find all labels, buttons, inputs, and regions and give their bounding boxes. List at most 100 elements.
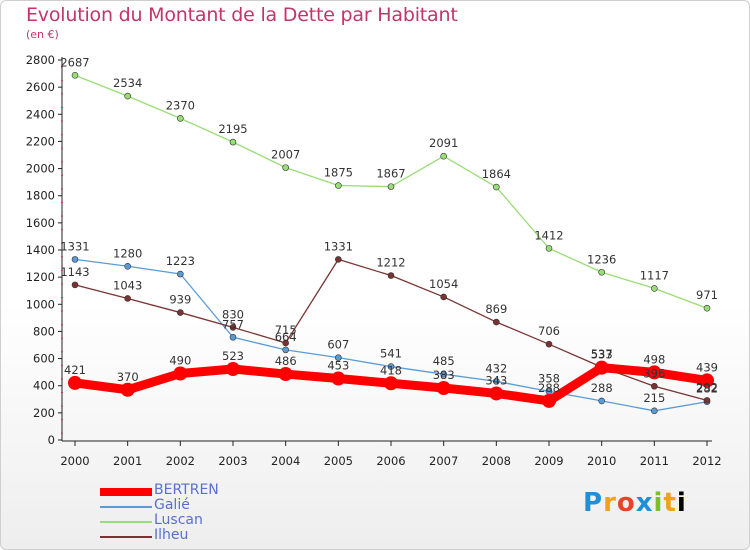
legend-label: Luscan	[154, 512, 203, 528]
y-tick-label: 1400	[26, 243, 55, 257]
data-point-luscan	[282, 164, 289, 171]
y-tick-label: 2000	[26, 162, 55, 176]
data-label-ilheu: 1043	[113, 278, 142, 292]
data-label-ilheu: 292	[696, 380, 718, 394]
x-tick-label: 2002	[166, 454, 195, 468]
data-point-luscan	[598, 268, 605, 276]
data-point-bertren	[489, 386, 504, 401]
data-point-luscan	[335, 182, 342, 189]
data-point-ilheu	[440, 293, 447, 301]
data-label-luscan: 1236	[587, 252, 616, 266]
legend-swatch	[100, 488, 152, 496]
data-point-ilheu	[71, 281, 79, 289]
data-point-luscan	[177, 115, 184, 122]
data-label-bertren: 288	[538, 381, 560, 395]
data-point-ilheu	[335, 256, 342, 263]
chart-subtitle: (en €)	[26, 28, 59, 41]
y-tick-label: 0	[48, 433, 55, 447]
data-point-galie	[229, 333, 237, 341]
legend-swatch	[100, 506, 152, 508]
data-point-bertren	[384, 376, 398, 391]
data-point-luscan	[229, 138, 237, 146]
proxiti-logo: Proxiti	[583, 488, 687, 518]
chart-title: Evolution du Montant de la Dette par Hab…	[26, 4, 458, 26]
x-tick-label: 2011	[640, 454, 669, 468]
data-point-luscan	[440, 152, 447, 160]
data-point-luscan	[545, 245, 553, 252]
data-label-ilheu: 537	[591, 347, 613, 361]
x-tick-label: 2001	[113, 454, 142, 468]
data-point-ilheu	[229, 324, 237, 331]
data-point-galie	[598, 397, 605, 405]
data-label-luscan: 1412	[534, 228, 563, 242]
data-label-luscan: 2534	[113, 76, 142, 90]
data-label-bertren: 343	[485, 373, 507, 387]
data-label-galie: 485	[433, 354, 455, 368]
data-point-bertren	[173, 366, 188, 381]
y-tick-label: 1200	[26, 270, 55, 284]
data-label-bertren: 523	[222, 349, 244, 363]
data-point-luscan	[493, 183, 500, 191]
data-label-bertren: 498	[643, 352, 665, 366]
data-label-ilheu: 1143	[60, 265, 89, 279]
data-point-galie	[124, 262, 131, 270]
data-point-bertren	[331, 371, 346, 386]
data-label-bertren: 418	[380, 363, 402, 377]
data-label-galie: 288	[591, 381, 613, 395]
data-point-galie	[335, 354, 342, 361]
data-label-galie: 607	[327, 338, 349, 352]
y-tick-label: 400	[33, 379, 55, 393]
x-tick-label: 2005	[324, 454, 353, 468]
legend-swatch	[100, 521, 152, 523]
data-point-bertren	[436, 381, 451, 396]
y-tick-label: 600	[33, 352, 55, 366]
y-tick-label: 2400	[26, 107, 55, 121]
data-point-bertren	[594, 360, 609, 375]
x-tick-label: 2004	[271, 454, 300, 468]
data-label-ilheu: 706	[538, 324, 560, 338]
data-point-galie	[651, 407, 658, 415]
x-tick-label: 2006	[376, 454, 405, 468]
data-label-bertren: 486	[275, 354, 297, 368]
data-point-ilheu	[545, 340, 553, 348]
x-tick-label: 2000	[60, 454, 89, 468]
data-label-ilheu: 939	[169, 293, 191, 307]
data-point-galie	[282, 346, 289, 354]
data-label-ilheu: 869	[485, 302, 507, 316]
data-point-ilheu	[282, 339, 289, 347]
data-point-galie	[71, 256, 79, 263]
x-tick-label: 2007	[429, 454, 458, 468]
data-point-bertren	[278, 367, 293, 382]
data-label-ilheu: 830	[222, 307, 244, 321]
data-point-bertren	[700, 373, 714, 388]
data-label-ilheu: 1331	[324, 239, 353, 253]
legend-label: Galié	[154, 497, 190, 513]
data-point-luscan	[71, 72, 79, 79]
data-label-luscan: 2687	[60, 55, 89, 69]
data-label-ilheu: 396	[643, 366, 665, 380]
data-point-bertren	[542, 393, 556, 408]
data-label-bertren: 533	[591, 348, 613, 362]
data-point-bertren	[647, 365, 662, 380]
data-point-bertren	[226, 362, 240, 377]
data-point-galie	[440, 370, 447, 378]
legend-swatch	[100, 536, 152, 538]
data-point-ilheu	[651, 382, 658, 390]
data-label-luscan: 2370	[166, 98, 195, 112]
y-tick-label: 2200	[26, 134, 55, 148]
x-tick-label: 2010	[587, 454, 616, 468]
y-tick-label: 2600	[26, 80, 55, 94]
data-point-luscan	[651, 285, 658, 292]
y-tick-label: 2800	[26, 53, 55, 67]
x-tick-label: 2003	[218, 454, 247, 468]
data-point-galie	[387, 363, 395, 370]
data-label-luscan: 1867	[376, 167, 405, 181]
data-point-luscan	[124, 92, 131, 100]
data-label-galie: 664	[275, 330, 297, 344]
data-label-galie: 358	[538, 371, 560, 385]
data-label-ilheu: 1212	[376, 256, 405, 270]
data-label-galie: 1223	[166, 254, 195, 268]
y-tick-label: 800	[33, 324, 55, 338]
